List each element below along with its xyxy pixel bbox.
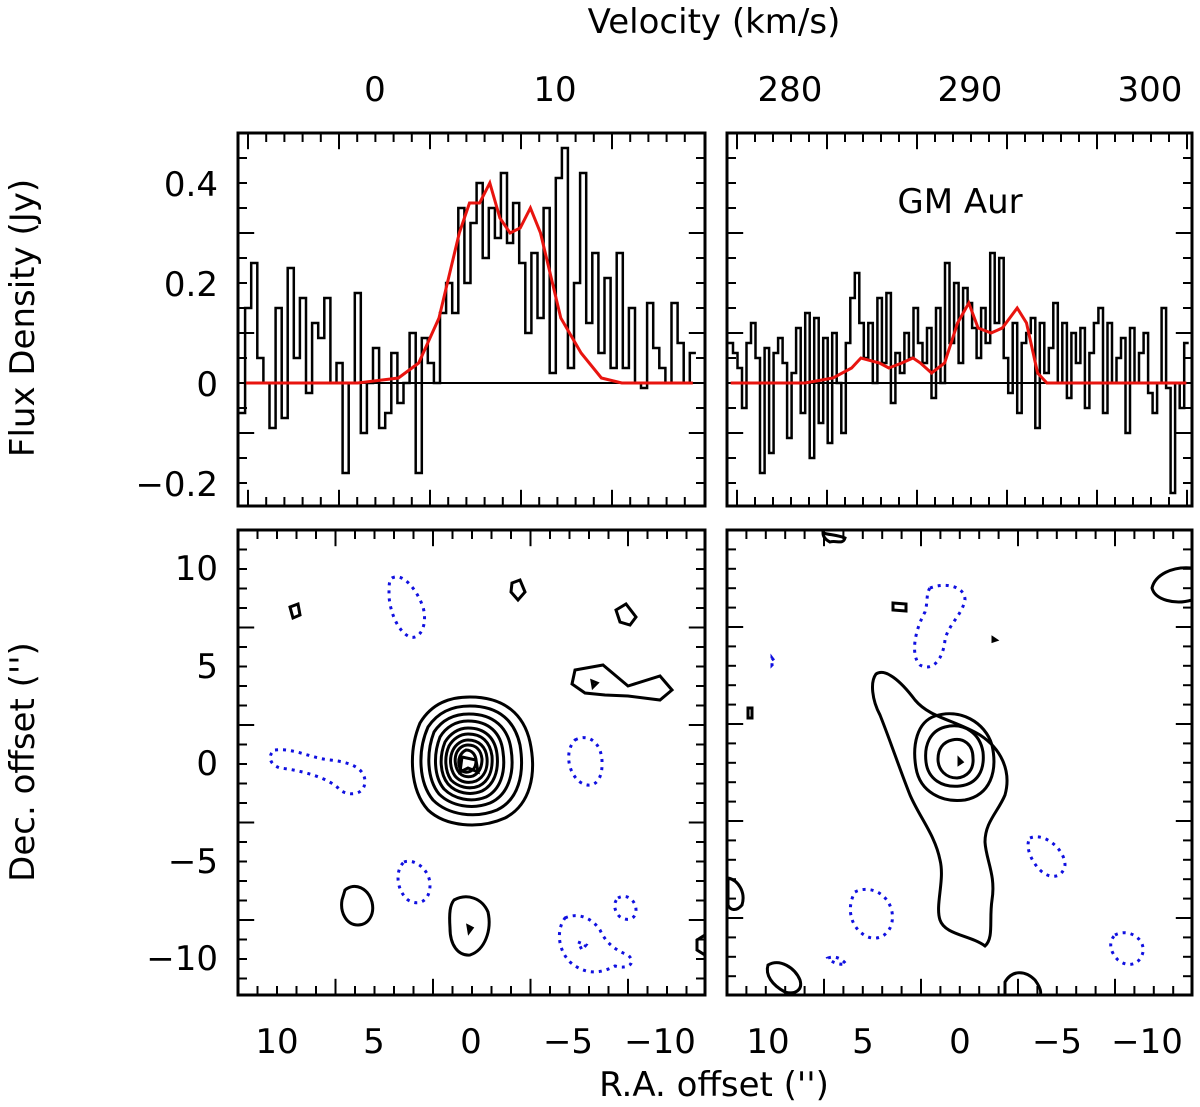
ra-xtick-label: −5 — [1032, 1022, 1082, 1062]
dec-ytick-label: 5 — [196, 647, 218, 687]
top-right-xtick-label: 300 — [1118, 70, 1183, 110]
contour-map-right — [726, 531, 1194, 997]
flux-ytick-label: 0.4 — [164, 165, 218, 205]
negative-contours-left — [268, 575, 638, 974]
panel-top-right-frame — [725, 131, 1194, 508]
ra-xtick-label: 5 — [363, 1022, 385, 1062]
top-left-xtick-label: 0 — [364, 70, 386, 110]
dec-ytick-label: 10 — [175, 549, 218, 589]
top-right-xtick-label: 280 — [758, 70, 823, 110]
ra-xtick-label: 0 — [949, 1022, 971, 1062]
positive-contours-right — [726, 531, 1194, 997]
flux-axis-title: Flux Density (Jy) — [3, 179, 43, 457]
flux-ytick-label: 0 — [196, 365, 218, 405]
dec-axis-title: Dec. offset ('') — [3, 642, 43, 882]
ra-xtick-label: 10 — [746, 1022, 789, 1062]
central-source-contours — [410, 695, 534, 827]
flux-ytick-label: 0.2 — [164, 265, 218, 305]
spectrum-right — [728, 251, 1189, 495]
ra-xtick-label: −5 — [543, 1022, 593, 1062]
model-fit-line — [246, 178, 693, 385]
ra-xtick-label: 10 — [255, 1022, 298, 1062]
ra-xtick-label: 0 — [460, 1022, 482, 1062]
spectrum-histogram — [239, 146, 696, 475]
top-left-xtick-label: 10 — [533, 70, 576, 110]
flux-ytick-label: −0.2 — [135, 465, 218, 505]
top-right-xtick-label: 290 — [938, 70, 1003, 110]
ra-xtick-label: 5 — [852, 1022, 874, 1062]
model-fit-line — [730, 299, 1187, 385]
ra-xtick-label: −10 — [624, 1022, 696, 1062]
ra-xtick-label: −10 — [1111, 1022, 1183, 1062]
spectrum-histogram — [728, 251, 1189, 495]
source-name-label: GM Aur — [897, 182, 1022, 222]
ra-axis-title: R.A. offset ('') — [599, 1065, 829, 1105]
contour-map-left — [268, 575, 707, 974]
dec-ytick-label: 0 — [196, 744, 218, 784]
panel-top-left-frame — [236, 131, 707, 508]
dec-ytick-label: −10 — [146, 939, 218, 979]
spectrum-left — [239, 146, 696, 475]
positive-islands-left — [288, 578, 707, 958]
axis-ticks — [237, 132, 1192, 995]
dec-ytick-label: −5 — [168, 842, 218, 882]
velocity-axis-title: Velocity (km/s) — [588, 2, 841, 42]
panel-bottom-left-frame — [236, 528, 707, 997]
negative-contours-right — [770, 583, 1145, 966]
